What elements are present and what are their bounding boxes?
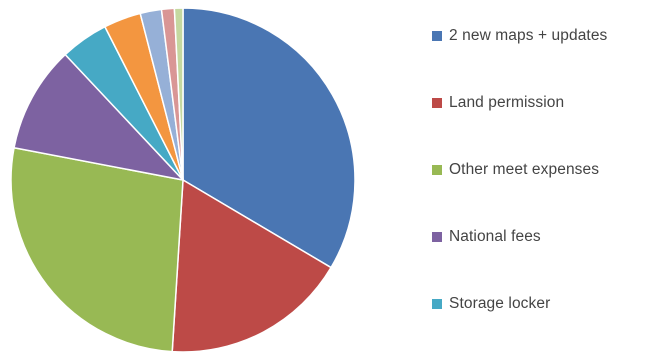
pie-slice-2-new-maps-updates [182,7,356,269]
pie-slice-other-meet-expenses [10,147,184,353]
pie-slice-unlabeled-8 [173,7,184,181]
pie-slice-land-permission [171,179,332,353]
legend-label: National fees [449,228,541,245]
legend-item-national-fees: National fees [432,221,652,288]
legend-swatch [432,31,442,41]
legend-item-land-permission: Land permission [432,87,652,154]
legend-label: Other meet expenses [449,161,600,178]
pie-slice-national-fees [13,53,184,181]
legend-item-maps-updates: 2 new maps + updates [432,20,652,87]
legend-swatch [432,165,442,175]
legend-item-other-meet-expenses: Other meet expenses [432,154,652,221]
legend-label: Storage locker [449,295,551,312]
legend-label: Land permission [449,94,565,111]
legend-swatch [432,299,442,309]
legend-label: 2 new maps + updates [449,27,608,44]
legend: 2 new maps + updates Land permission Oth… [432,20,652,355]
legend-swatch [432,232,442,242]
legend-item-storage-locker: Storage locker [432,288,652,355]
legend-swatch [432,98,442,108]
